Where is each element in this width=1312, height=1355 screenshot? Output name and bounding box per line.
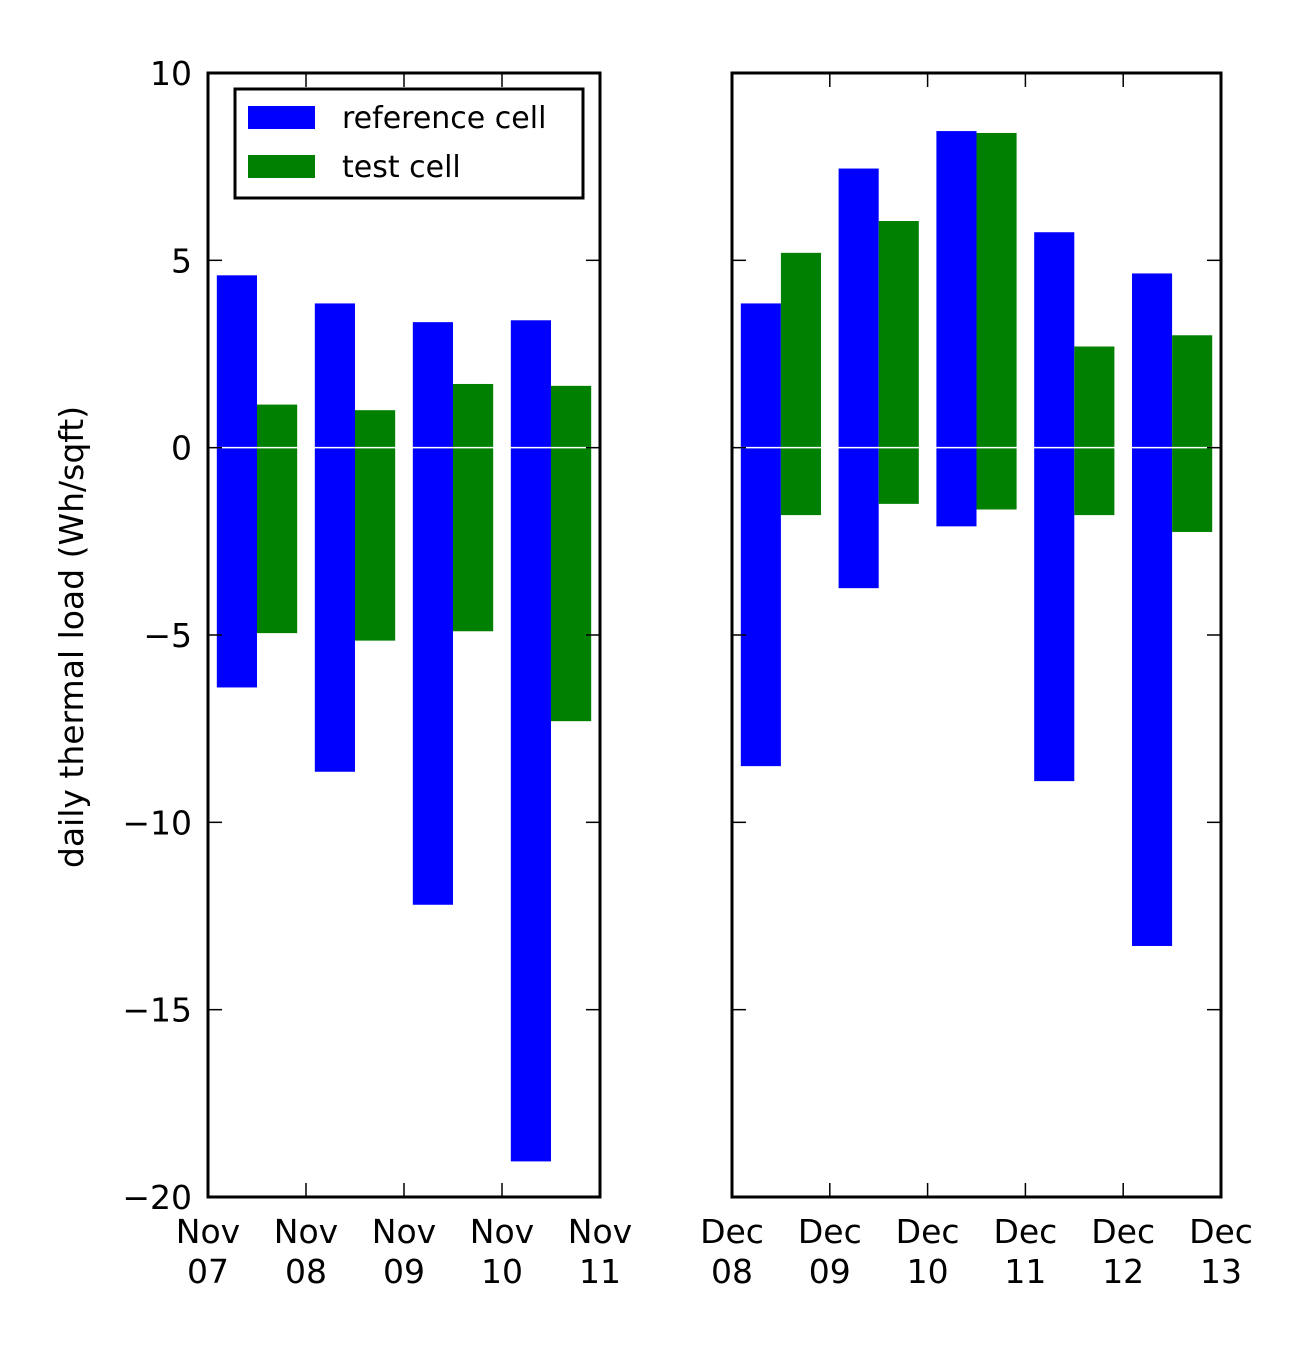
x-tick-month-p2-4: Dec bbox=[1091, 1212, 1155, 1251]
reference-cell-bar-p1-d2 bbox=[314, 303, 355, 772]
legend-label-1: reference cell bbox=[342, 101, 546, 136]
y-tick-label-4: −10 bbox=[122, 803, 192, 842]
x-tick-month-p1-0: Nov bbox=[176, 1212, 240, 1251]
test-cell-bar-p1-d1 bbox=[257, 404, 298, 634]
test-cell-bar-p2-d3 bbox=[976, 132, 1017, 510]
x-tick-month-p2-1: Dec bbox=[798, 1212, 862, 1251]
legend-swatch-2 bbox=[248, 155, 315, 178]
x-tick-day-p1-1: 08 bbox=[285, 1252, 327, 1291]
reference-cell-bar-p1-d1 bbox=[216, 275, 257, 688]
y-tick-label-0: 10 bbox=[150, 54, 192, 93]
y-axis-label: daily thermal load (Wh/sqft) bbox=[52, 406, 91, 868]
x-tick-month-p1-3: Nov bbox=[470, 1212, 534, 1251]
reference-cell-bar-p2-d3 bbox=[936, 131, 977, 527]
reference-cell-bar-p2-d2 bbox=[838, 168, 879, 589]
y-tick-label-1: 5 bbox=[171, 241, 192, 280]
x-tick-day-p1-2: 09 bbox=[383, 1252, 425, 1291]
reference-cell-bar-p2-d5 bbox=[1132, 273, 1173, 946]
y-tick-label-5: −15 bbox=[122, 991, 192, 1030]
x-tick-month-p2-5: Dec bbox=[1189, 1212, 1253, 1251]
reference-cell-bar-p1-d4 bbox=[510, 320, 551, 1162]
test-cell-bar-p1-d2 bbox=[355, 410, 396, 641]
x-tick-month-p1-4: Nov bbox=[568, 1212, 632, 1251]
y-tick-label-6: −20 bbox=[122, 1178, 192, 1217]
reference-cell-bar-p2-d4 bbox=[1034, 232, 1075, 782]
x-tick-day-p1-0: 07 bbox=[187, 1252, 229, 1291]
y-tick-label-2: 0 bbox=[171, 429, 192, 468]
test-cell-bar-p1-d3 bbox=[453, 383, 494, 632]
x-tick-day-p2-4: 12 bbox=[1102, 1252, 1144, 1291]
y-tick-label-3: −5 bbox=[143, 616, 192, 655]
x-tick-day-p2-2: 10 bbox=[907, 1252, 949, 1291]
x-tick-day-p2-1: 09 bbox=[809, 1252, 851, 1291]
test-cell-bar-p2-d2 bbox=[878, 220, 919, 504]
legend-label-2: test cell bbox=[342, 150, 461, 185]
x-tick-month-p1-2: Nov bbox=[372, 1212, 436, 1251]
x-tick-day-p2-0: 08 bbox=[711, 1252, 753, 1291]
x-tick-month-p2-3: Dec bbox=[993, 1212, 1057, 1251]
legend-swatch-1 bbox=[248, 106, 315, 129]
x-tick-day-p1-4: 11 bbox=[579, 1252, 621, 1291]
test-cell-bar-p2-d5 bbox=[1172, 335, 1213, 532]
x-tick-day-p2-5: 13 bbox=[1200, 1252, 1242, 1291]
x-tick-month-p1-1: Nov bbox=[274, 1212, 338, 1251]
x-tick-month-p2-0: Dec bbox=[700, 1212, 764, 1251]
x-tick-day-p2-3: 11 bbox=[1004, 1252, 1046, 1291]
test-cell-bar-p2-d1 bbox=[780, 252, 821, 516]
test-cell-bar-p1-d4 bbox=[551, 385, 592, 722]
test-cell-bar-p2-d4 bbox=[1074, 346, 1115, 516]
x-tick-month-p2-2: Dec bbox=[896, 1212, 960, 1251]
x-tick-day-p1-3: 10 bbox=[481, 1252, 523, 1291]
reference-cell-bar-p2-d1 bbox=[740, 303, 781, 767]
reference-cell-bar-p1-d3 bbox=[412, 322, 453, 905]
